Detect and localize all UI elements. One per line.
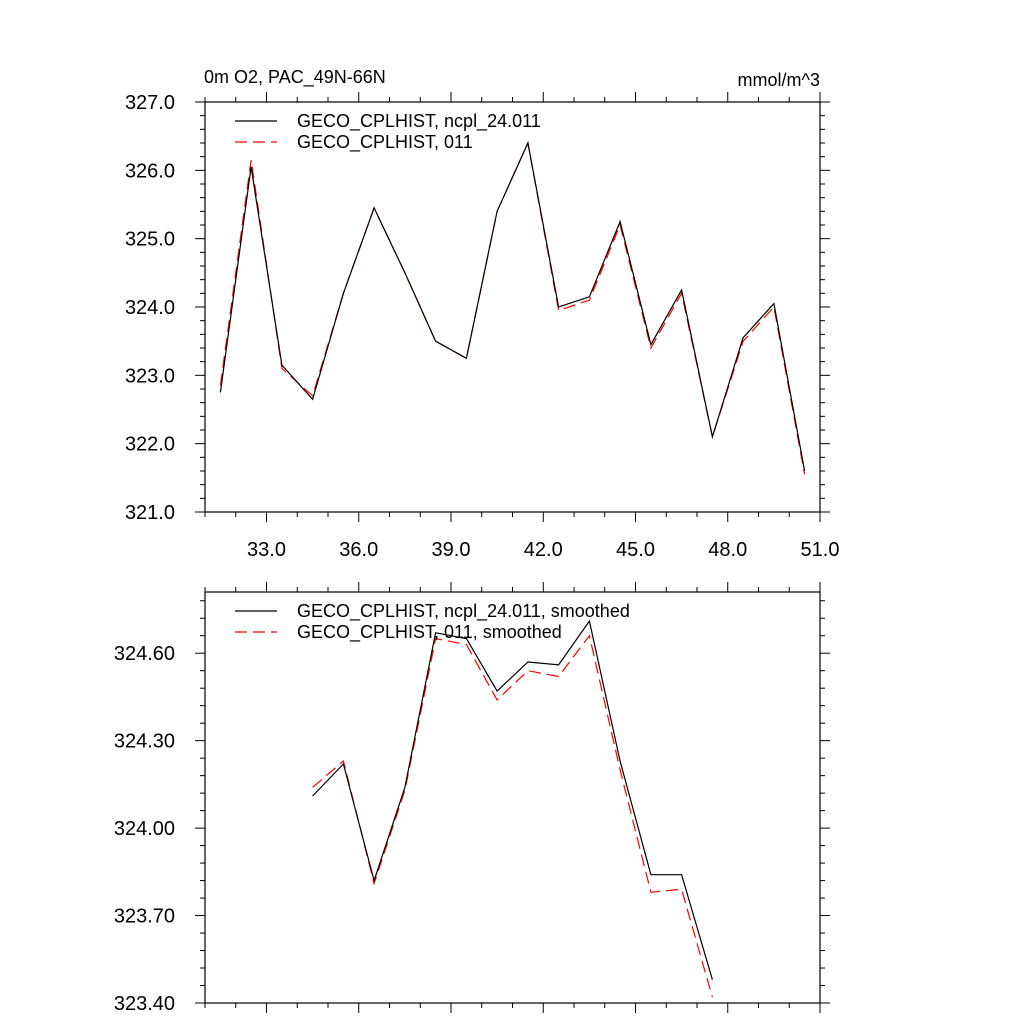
plot-frame <box>204 101 821 513</box>
series-line-1 <box>219 141 806 472</box>
y-tick-label: 327.0 <box>125 92 175 114</box>
series-line-1 <box>312 619 713 980</box>
panel-title: 0m O2, PAC_49N-66N <box>204 67 386 88</box>
y-tick-label: 323.70 <box>114 906 175 928</box>
y-tick-label: 324.0 <box>125 297 175 319</box>
x-tick-label: 51.0 <box>801 539 840 561</box>
legend-label: GECO_CPLHIST, 011 <box>297 132 473 153</box>
y-tick-label: 322.0 <box>125 434 175 456</box>
panel-bottom: 323.40 323.70 324.00 324.30 324.60 GECO_CPLH… <box>114 582 830 1015</box>
y-tick-label: 321.0 <box>125 502 175 524</box>
x-tick-label: 33.0 <box>247 539 286 561</box>
tick-labels: 33.0 36.0 39.0 42.0 45.0 48.0 51.0 321.0 322.0 32… <box>125 92 840 561</box>
legend-label: GECO_CPLHIST, ncpl_24.011, smoothed <box>297 601 630 622</box>
y-tick-label: 324.00 <box>114 818 175 840</box>
y-tick-label: 324.60 <box>114 643 175 665</box>
y-tick-label: 323.0 <box>125 365 175 387</box>
plot-frame <box>204 591 821 1004</box>
x-tick-label: 45.0 <box>616 539 655 561</box>
series-line-2 <box>312 634 713 998</box>
legend: GECO_CPLHIST, ncpl_24.011, smoothedGECO_… <box>235 601 630 643</box>
x-tick-label: 39.0 <box>432 539 471 561</box>
y-tick-label: 323.40 <box>114 993 175 1015</box>
tick-labels: 323.40 323.70 324.00 324.30 324.60 <box>114 643 175 1015</box>
x-tick-label: 48.0 <box>708 539 747 561</box>
legend-label: GECO_CPLHIST, 011, smoothed <box>297 622 562 643</box>
x-tick-label: 36.0 <box>339 539 378 561</box>
legend-label: GECO_CPLHIST, ncpl_24.011 <box>297 111 541 132</box>
tick-marks <box>195 92 830 522</box>
y-tick-label: 324.30 <box>114 731 175 753</box>
series-line-2 <box>219 141 806 475</box>
x-tick-label: 42.0 <box>524 539 563 561</box>
y-tick-label: 325.0 <box>125 229 175 251</box>
units-label: mmol/m^3 <box>738 70 820 90</box>
series-lines <box>312 619 713 998</box>
tick-marks <box>195 582 830 1013</box>
y-tick-label: 326.0 <box>125 160 175 182</box>
panel-top: 0m O2, PAC_49N-66N mmol/m^3 33.0 36.0 39.0… <box>125 67 840 561</box>
series-lines <box>219 141 806 475</box>
